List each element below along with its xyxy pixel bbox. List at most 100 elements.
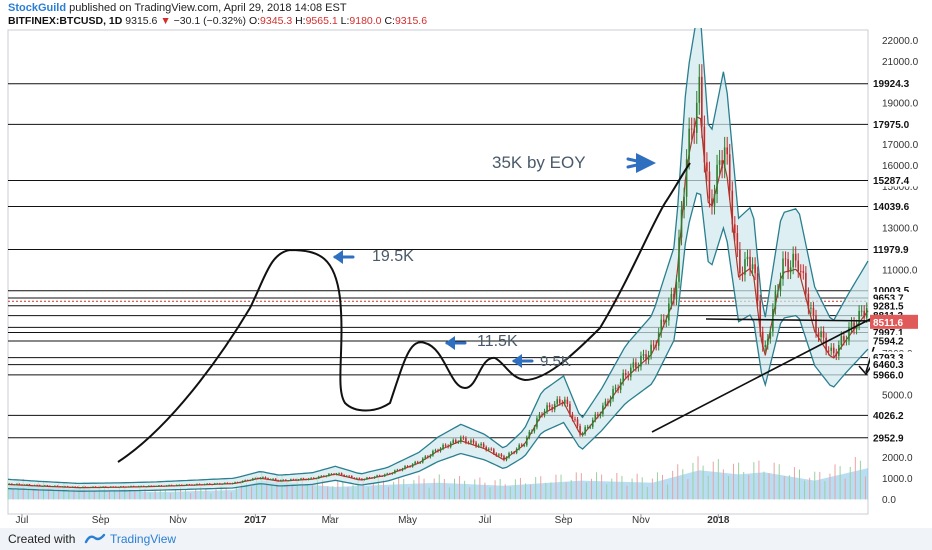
annotation-label: 35K by EOY bbox=[492, 153, 586, 172]
candle-body bbox=[358, 478, 361, 479]
candle-body bbox=[259, 477, 262, 479]
candle-body bbox=[860, 310, 863, 312]
candle-body bbox=[662, 319, 665, 322]
candle-body bbox=[350, 475, 353, 478]
candle-body bbox=[607, 401, 609, 404]
y-tick-label: 22000.0 bbox=[882, 36, 919, 47]
candle-body bbox=[792, 253, 794, 268]
level-label-bg bbox=[870, 243, 918, 256]
candle-body bbox=[378, 475, 381, 477]
candle-body bbox=[640, 355, 642, 367]
candle-body bbox=[373, 476, 376, 479]
candle-body bbox=[371, 477, 373, 479]
candle-body bbox=[411, 464, 414, 467]
candle-body bbox=[376, 475, 378, 477]
candle-body bbox=[604, 401, 607, 406]
candle-body bbox=[787, 259, 789, 273]
candle-body bbox=[548, 405, 551, 408]
x-tick-label: May bbox=[398, 515, 417, 526]
candle-body bbox=[340, 473, 343, 475]
candle-body bbox=[716, 164, 718, 194]
candle-body bbox=[330, 473, 333, 475]
candle-body bbox=[794, 253, 797, 261]
candle-body bbox=[807, 293, 810, 309]
candle-body bbox=[865, 308, 868, 318]
candle-body bbox=[668, 303, 670, 321]
candle-body bbox=[470, 440, 472, 443]
candle-body bbox=[848, 327, 850, 341]
candle-body bbox=[523, 445, 526, 446]
x-tick-label: Nov bbox=[632, 515, 650, 526]
candle-body bbox=[442, 444, 444, 449]
candle-body bbox=[452, 440, 455, 444]
candle-body bbox=[475, 442, 477, 447]
x-tick-label: Jul bbox=[479, 515, 492, 526]
level-label-bg bbox=[870, 358, 918, 371]
candle-body bbox=[566, 399, 569, 405]
level-label: 17975.0 bbox=[873, 120, 910, 131]
candle-body bbox=[706, 162, 708, 172]
candle-body bbox=[421, 458, 424, 463]
candle-body bbox=[627, 374, 630, 377]
candle-body bbox=[508, 453, 510, 458]
candle-body bbox=[647, 355, 650, 361]
candle-body bbox=[21, 484, 23, 486]
candle-body bbox=[525, 437, 528, 446]
candle-body bbox=[632, 362, 635, 368]
candle-body bbox=[690, 128, 693, 130]
level-label: 2952.9 bbox=[873, 433, 904, 444]
candle-body bbox=[457, 442, 460, 443]
candle-body bbox=[317, 476, 320, 479]
candle-body bbox=[107, 487, 110, 489]
candle-body bbox=[142, 485, 145, 487]
candle-body bbox=[853, 322, 855, 330]
candle-body bbox=[277, 480, 279, 482]
candle-body bbox=[485, 447, 488, 451]
candle-body bbox=[558, 399, 561, 403]
level-label: 9281.5 bbox=[873, 301, 904, 312]
candle-body bbox=[437, 450, 439, 452]
candle-body bbox=[797, 260, 800, 272]
candle-body bbox=[165, 485, 168, 487]
candle-body bbox=[832, 347, 835, 354]
candle-body bbox=[97, 487, 99, 489]
candle-body bbox=[660, 319, 663, 333]
candle-body bbox=[381, 476, 383, 477]
candle-body bbox=[533, 427, 536, 432]
level-label: 4026.2 bbox=[873, 411, 904, 422]
candle-body bbox=[33, 485, 36, 486]
y-axis[interactable]: 0.01000.02000.03000.04000.05000.06000.07… bbox=[870, 36, 919, 506]
candle-body bbox=[576, 419, 579, 426]
candle-body bbox=[741, 273, 744, 275]
candle-body bbox=[221, 483, 224, 485]
candle-body bbox=[231, 483, 234, 484]
candle-body bbox=[779, 279, 782, 291]
x-axis[interactable]: Jul Sep Nov 2017 Mar May Jul Sep Nov 2018 bbox=[16, 514, 730, 526]
candle-body bbox=[13, 484, 16, 486]
symbol-label[interactable]: BITFINEX:BTCUSD, 1D bbox=[8, 15, 123, 27]
price-chart[interactable]: 35K by EOY 19.5K 11.5K 9.5K 0.0 1000.0 2000.0… bbox=[0, 28, 932, 528]
candle-body bbox=[815, 315, 817, 333]
candle-body bbox=[386, 473, 389, 475]
candle-body bbox=[698, 76, 701, 103]
level-label: 5966.0 bbox=[873, 370, 904, 381]
candle-body bbox=[635, 362, 637, 368]
candle-body bbox=[744, 259, 746, 275]
candle-body bbox=[751, 264, 754, 270]
level-label-bg bbox=[870, 77, 918, 90]
tradingview-brand[interactable]: TradingView bbox=[110, 532, 177, 546]
x-tick-label: Mar bbox=[322, 515, 340, 526]
publisher-name[interactable]: StockGuild bbox=[8, 2, 67, 14]
candle-body bbox=[761, 331, 764, 348]
candle-body bbox=[569, 404, 571, 415]
candle-body bbox=[574, 418, 576, 420]
candle-body bbox=[528, 431, 531, 438]
candle-body bbox=[427, 456, 429, 458]
candle-body bbox=[498, 454, 500, 456]
y-tick-label: 2000.0 bbox=[882, 453, 913, 464]
candle-body bbox=[830, 347, 833, 351]
candle-body bbox=[619, 382, 622, 390]
candle-body bbox=[46, 485, 49, 487]
candle-body bbox=[112, 486, 115, 488]
candle-body bbox=[495, 453, 498, 456]
